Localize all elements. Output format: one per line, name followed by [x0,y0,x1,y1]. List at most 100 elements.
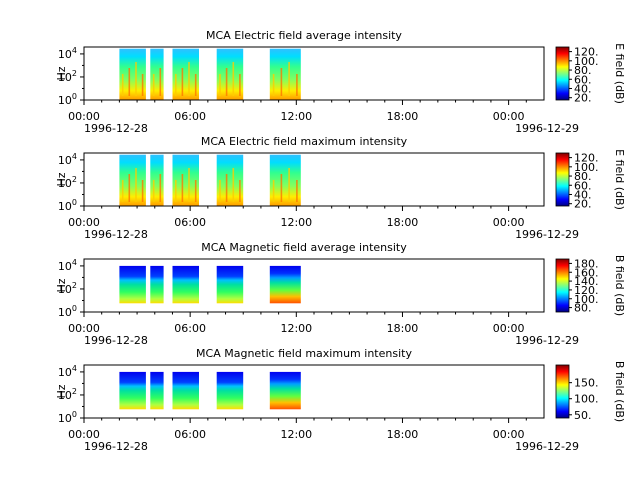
y-tick-base: 10 [58,48,72,61]
data-block [172,154,199,206]
y-tick-exponent: 2 [72,281,77,290]
y-tick-label: 104 [58,46,77,61]
y-tick-label: 104 [58,258,77,273]
y-tick-label: 102 [58,387,77,402]
y-tick-label: 102 [58,281,77,296]
x-tick-label: 00:00 [68,216,100,229]
x-tick-label: 18:00 [387,428,419,441]
date-label-left: 1996-12-28 [84,440,148,453]
x-tick-label: 12:00 [280,110,312,123]
data-block [119,371,146,410]
data-block [216,371,244,410]
date-label-right: 1996-12-29 [515,122,579,135]
date-label-left: 1996-12-28 [84,334,148,347]
date-label-right: 1996-12-29 [515,334,579,347]
x-tick-label: 06:00 [174,322,206,335]
colorbar-label: E field (dB) [613,149,626,210]
data-block [269,371,301,410]
y-tick-base: 10 [58,260,72,273]
colorbar-tick-label: 180. [574,257,599,270]
y-tick-base: 10 [58,283,72,296]
y-tick-exponent: 0 [72,410,77,419]
x-tick-label: 00:00 [493,110,525,123]
x-tick-label: 06:00 [174,110,206,123]
colorbar-tick-label: 120. [574,152,599,165]
x-tick-label: 00:00 [68,110,100,123]
colorbar-tick-label: 120. [574,46,599,59]
x-tick-label: 06:00 [174,216,206,229]
y-tick-exponent: 0 [72,92,77,101]
colorbar-tick-label: 80. [574,302,592,315]
x-tick-label: 12:00 [280,428,312,441]
data-block [119,48,146,100]
y-tick-label: 104 [58,152,77,167]
x-tick-label: 00:00 [68,428,100,441]
x-tick-label: 00:00 [493,322,525,335]
colorbar [555,258,570,313]
y-tick-label: 100 [58,198,77,213]
y-tick-label: 100 [58,92,77,107]
data-block [172,48,199,100]
y-tick-exponent: 0 [72,304,77,313]
x-tick-label: 18:00 [387,216,419,229]
x-tick-label: 00:00 [68,322,100,335]
y-axis-label: Hz [55,384,68,398]
x-tick-label: 18:00 [387,322,419,335]
colorbar-tick-label: 40. [574,188,592,201]
data-block [150,48,164,100]
y-tick-exponent: 2 [72,69,77,78]
data-block [150,265,164,304]
y-tick-base: 10 [58,154,72,167]
y-tick-base: 10 [58,412,72,425]
data-block [269,48,301,100]
colorbar-tick-label: 100. [574,161,599,174]
panel-title: MCA Electric field maximum intensity [201,135,408,148]
data-block [119,265,146,304]
panel-title: MCA Magnetic field maximum intensity [196,347,412,360]
date-label-left: 1996-12-28 [84,228,148,241]
data-block [216,154,244,206]
x-tick-label: 00:00 [493,216,525,229]
y-axis-label: Hz [55,172,68,186]
colorbar-tick-label: 100. [574,55,599,68]
y-tick-exponent: 2 [72,387,77,396]
colorbar-tick-label: 80. [574,170,592,183]
data-block [216,48,244,100]
colorbar-tick-label: 20. [574,92,592,105]
y-tick-base: 10 [58,71,72,84]
data-block [172,371,199,410]
x-tick-label: 00:00 [493,428,525,441]
data-block [269,265,301,304]
x-tick-label: 12:00 [280,216,312,229]
data-block [216,265,244,304]
y-tick-exponent: 4 [72,364,77,373]
y-tick-exponent: 2 [72,175,77,184]
date-label-right: 1996-12-29 [515,228,579,241]
data-block [150,154,164,206]
colorbar-tick-label: 150. [574,377,599,390]
colorbar [555,364,570,419]
colorbar-tick-label: 100. [574,293,599,306]
colorbar-tick-label: 60. [574,73,592,86]
x-tick-label: 18:00 [387,110,419,123]
colorbar-tick-label: 20. [574,198,592,211]
colorbar-tick-label: 50. [574,409,592,422]
colorbar-tick-label: 100. [574,393,599,406]
y-tick-label: 100 [58,410,77,425]
y-tick-exponent: 4 [72,46,77,55]
data-block [150,371,164,410]
y-tick-label: 100 [58,304,77,319]
y-tick-base: 10 [58,389,72,402]
y-tick-label: 104 [58,364,77,379]
colorbar-label: B field (dB) [613,361,626,422]
data-block [119,154,146,206]
x-tick-label: 06:00 [174,428,206,441]
y-tick-label: 102 [58,175,77,190]
colorbar-label: B field (dB) [613,255,626,316]
y-tick-exponent: 4 [72,152,77,161]
colorbar-label: E field (dB) [613,43,626,104]
colorbar [555,152,570,207]
date-label-left: 1996-12-28 [84,122,148,135]
panel-title: MCA Magnetic field average intensity [201,241,407,254]
